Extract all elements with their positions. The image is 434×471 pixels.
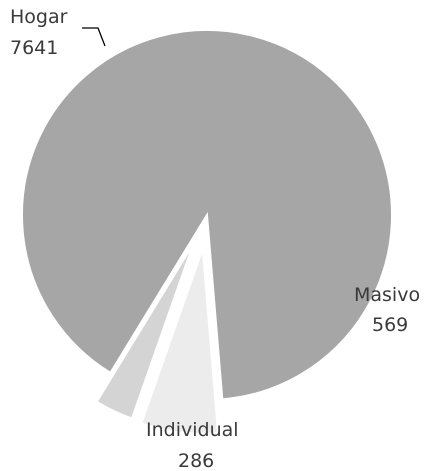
pie-slices — [21, 29, 393, 435]
masivo-value: 569 — [372, 314, 408, 336]
pie-slice-masivo — [140, 248, 220, 435]
pie-slice-individual — [95, 243, 195, 420]
individual-value: 286 — [178, 450, 214, 471]
pie-slice-hogar — [21, 29, 393, 401]
hogar-value: 7641 — [10, 37, 58, 59]
data-labels: Hogar 7641 Masivo 569 Individual 286 — [10, 6, 420, 471]
individual-label: Individual — [146, 419, 239, 441]
hogar-label: Hogar — [10, 6, 68, 28]
masivo-label: Masivo — [354, 284, 420, 306]
hogar-leader-line — [82, 27, 106, 47]
